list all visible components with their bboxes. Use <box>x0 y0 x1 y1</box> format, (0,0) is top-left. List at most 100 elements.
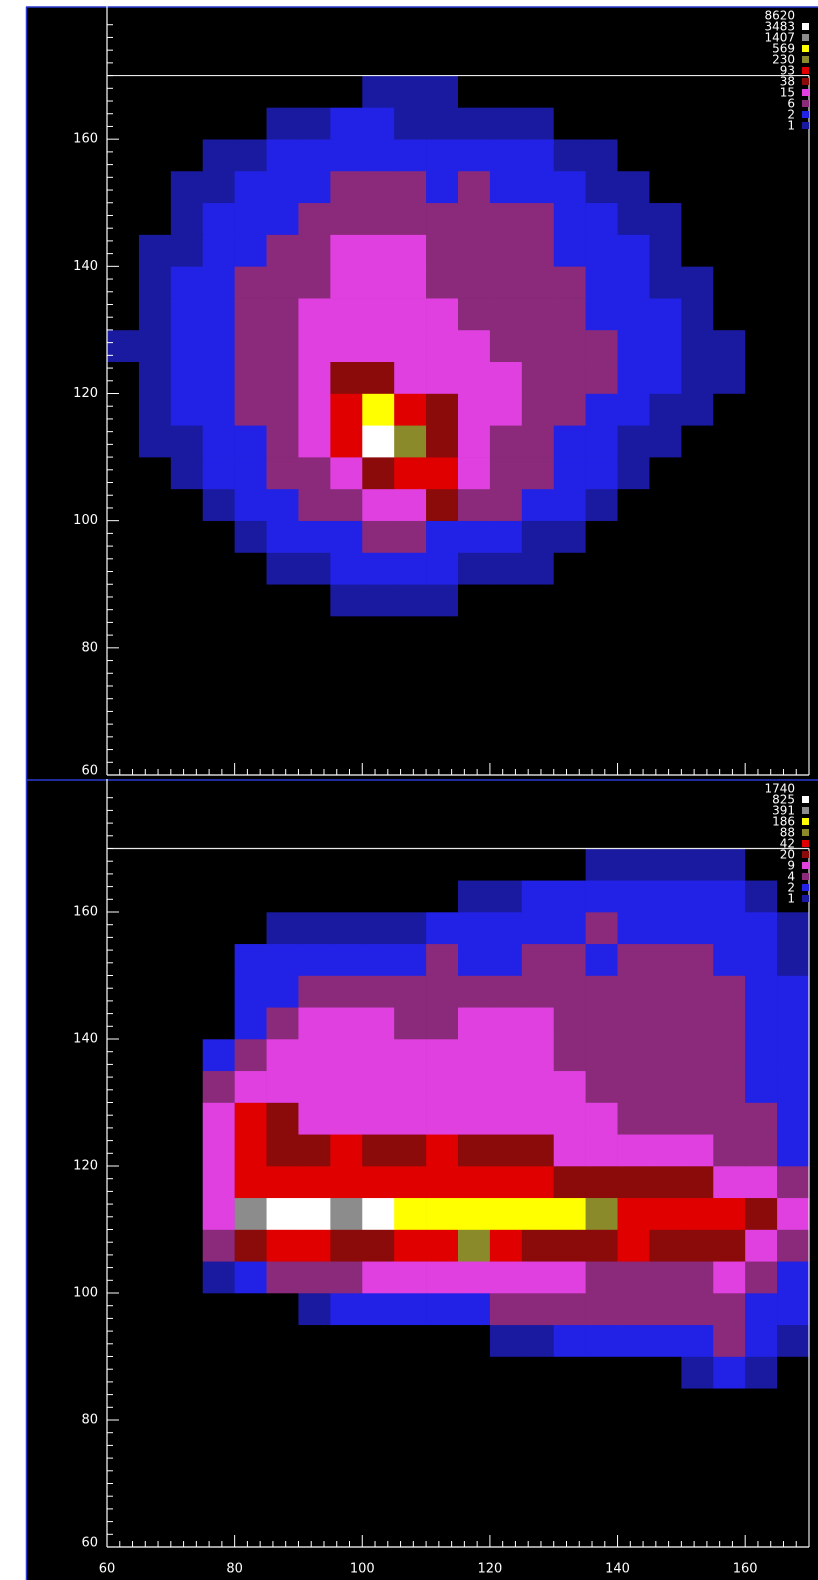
heatmap-cell <box>170 552 204 585</box>
heatmap-cell <box>394 943 427 976</box>
heatmap-cell <box>713 1261 746 1294</box>
heatmap-cell <box>266 298 299 331</box>
heatmap-cell <box>585 425 618 458</box>
heatmap-cell <box>202 943 235 976</box>
heatmap-cell <box>649 1293 682 1326</box>
heatmap-cell <box>170 234 204 267</box>
heatmap-cell <box>521 361 555 394</box>
heatmap-cell <box>170 1324 204 1357</box>
x-tick-label: 120 <box>477 1562 502 1577</box>
legend-swatch <box>802 111 809 118</box>
heatmap-cell <box>330 1166 363 1199</box>
heatmap-cell <box>553 584 586 617</box>
heatmap-cell <box>617 912 650 945</box>
heatmap-cell <box>138 1261 172 1294</box>
heatmap-cell <box>138 1166 172 1199</box>
heatmap-cell <box>234 139 267 172</box>
heatmap-cell <box>298 234 331 267</box>
heatmap-cell <box>458 329 491 363</box>
heatmap-cell <box>234 584 267 617</box>
heatmap-cell <box>202 1007 235 1040</box>
heatmap-cell <box>362 1039 395 1072</box>
heatmap-cell <box>777 1356 810 1389</box>
heatmap-cell <box>266 488 299 521</box>
x-tick-label: 80 <box>226 1562 243 1577</box>
heatmap-cell <box>107 425 140 458</box>
legend-swatch <box>802 67 809 74</box>
heatmap-cell <box>170 75 204 108</box>
heatmap-cell <box>617 552 650 585</box>
heatmap-cell <box>458 912 491 945</box>
heatmap-cell <box>298 1134 331 1167</box>
heatmap-cell <box>362 584 395 617</box>
heatmap-cell <box>745 393 778 426</box>
heatmap-cell <box>234 1261 267 1294</box>
heatmap-cell <box>681 1007 714 1040</box>
heatmap-cell <box>777 329 810 363</box>
heatmap-cell <box>426 1356 459 1389</box>
heatmap-cell <box>266 1166 299 1199</box>
heatmap-cell <box>234 1229 267 1262</box>
heatmap-cell <box>330 552 363 585</box>
heatmap-cell <box>394 266 427 299</box>
heatmap-cell <box>585 75 618 108</box>
heatmap-cell <box>330 1197 363 1230</box>
legend-label: 93 <box>780 64 795 78</box>
heatmap-cell <box>553 170 586 204</box>
legend-swatch <box>802 818 809 825</box>
heatmap-cell <box>138 1356 172 1389</box>
heatmap-cell <box>362 1166 395 1199</box>
heatmap-cell <box>107 848 140 881</box>
heatmap-cell <box>681 457 714 490</box>
heatmap-cell <box>298 520 331 553</box>
heatmap-cell <box>362 1070 395 1103</box>
heatmap-cell <box>330 75 363 108</box>
heatmap-cell <box>426 202 459 235</box>
heatmap-cell <box>713 975 746 1008</box>
heatmap-cell <box>170 880 204 913</box>
heatmap-cell <box>553 943 586 976</box>
heatmap-cell <box>426 1039 459 1072</box>
heatmap-cell <box>521 552 555 585</box>
heatmap-cell <box>170 1007 204 1040</box>
heatmap-cell <box>202 1166 235 1199</box>
heatmap-cell <box>585 139 618 172</box>
legend-label: 20 <box>780 848 795 862</box>
heatmap-cell <box>458 1356 491 1389</box>
heatmap-cell <box>138 975 172 1008</box>
heatmap-cell <box>553 361 586 394</box>
heatmap-cell <box>234 393 267 426</box>
heatmap-cell <box>107 1039 140 1072</box>
heatmap-cell <box>777 393 810 426</box>
heatmap-cell <box>585 1356 618 1389</box>
heatmap-cell <box>745 1007 778 1040</box>
heatmap-cell <box>234 1166 267 1199</box>
heatmap-cell <box>777 298 810 331</box>
heatmap-cell <box>458 1134 491 1167</box>
heatmap-cell <box>330 912 363 945</box>
heatmap-cell <box>362 912 395 945</box>
heatmap-cell <box>298 1261 331 1294</box>
heatmap-cell <box>107 234 140 267</box>
heatmap-cell <box>107 1070 140 1103</box>
heatmap-cell <box>138 1039 172 1072</box>
heatmap-cell <box>553 1197 586 1230</box>
legend-swatch <box>802 829 809 836</box>
legend-swatch <box>802 873 809 880</box>
heatmap-cell <box>458 393 491 426</box>
heatmap-cell <box>713 234 746 267</box>
heatmap-cell <box>298 552 331 585</box>
heatmap-cell <box>458 552 491 585</box>
heatmap-cell <box>394 234 427 267</box>
heatmap-cell <box>107 1229 140 1262</box>
heatmap-cell <box>138 880 172 913</box>
heatmap-cell <box>394 488 427 521</box>
heatmap-cell <box>681 848 714 881</box>
heatmap-cell <box>234 75 267 108</box>
heatmap-cell <box>553 880 586 913</box>
heatmap-cell <box>426 393 459 426</box>
heatmap-cell <box>713 457 746 490</box>
heatmap-cell <box>330 1293 363 1326</box>
heatmap-cell <box>585 1134 618 1167</box>
heatmap-cell <box>713 393 746 426</box>
